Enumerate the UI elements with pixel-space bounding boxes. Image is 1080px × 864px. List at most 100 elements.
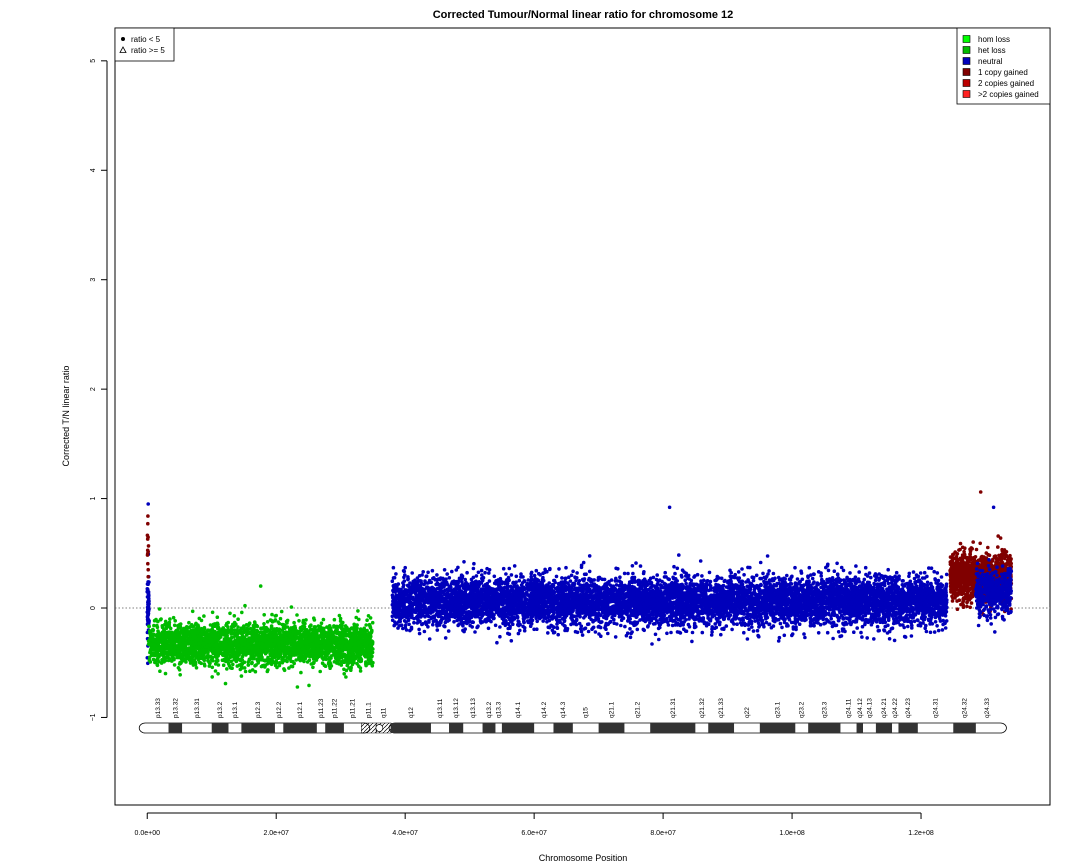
data-point	[145, 537, 150, 541]
data-point	[145, 614, 150, 619]
data-point	[307, 658, 312, 662]
data-point	[148, 648, 153, 653]
data-point	[292, 643, 296, 647]
data-point	[184, 650, 189, 654]
data-point	[216, 663, 221, 667]
data-point	[273, 614, 278, 618]
data-point	[346, 660, 351, 665]
data-point	[369, 634, 373, 639]
data-point	[223, 632, 227, 637]
data-point	[162, 648, 166, 653]
data-point	[329, 627, 333, 632]
data-point	[274, 652, 279, 656]
data-point	[322, 650, 326, 655]
data-point	[147, 607, 151, 611]
data-point	[766, 572, 770, 576]
data-point	[323, 646, 328, 650]
data-point	[248, 645, 253, 650]
data-point	[146, 610, 150, 615]
data-point	[887, 637, 892, 641]
data-point	[177, 662, 182, 666]
data-point	[184, 660, 188, 664]
data-point	[224, 650, 229, 654]
data-point	[325, 649, 330, 653]
data-point	[360, 647, 365, 651]
data-point	[307, 645, 311, 649]
data-point	[168, 617, 172, 621]
data-point	[164, 634, 169, 639]
data-point	[363, 629, 368, 633]
data-point	[288, 631, 292, 635]
data-point	[280, 643, 285, 648]
data-point	[166, 645, 171, 649]
plot-frame	[114, 27, 1051, 806]
data-point	[435, 628, 440, 632]
data-point	[146, 561, 150, 566]
data-point	[357, 631, 362, 635]
data-point	[194, 639, 198, 643]
data-point	[270, 612, 274, 617]
data-point	[182, 644, 187, 649]
data-point	[323, 664, 328, 668]
data-point	[231, 622, 235, 627]
data-point	[174, 638, 179, 643]
data-point	[282, 668, 287, 673]
data-point	[265, 669, 270, 674]
data-point	[719, 632, 723, 637]
data-point	[253, 669, 258, 674]
data-point	[216, 637, 220, 642]
data-point	[167, 649, 171, 654]
data-point	[320, 655, 325, 660]
data-point	[206, 654, 210, 658]
data-point	[156, 660, 161, 664]
data-point	[146, 567, 150, 572]
data-point	[279, 609, 284, 614]
data-point	[170, 632, 174, 636]
data-point	[314, 639, 318, 643]
data-point	[311, 665, 315, 670]
data-point	[178, 673, 182, 677]
data-point	[299, 670, 303, 675]
data-point	[188, 647, 193, 652]
data-point	[247, 630, 251, 635]
data-point	[342, 667, 346, 672]
data-point	[266, 645, 271, 649]
data-point	[269, 657, 274, 662]
data-point	[149, 642, 154, 647]
data-point	[270, 639, 275, 643]
data-point	[146, 549, 150, 554]
data-point	[173, 619, 177, 623]
data-point	[236, 625, 240, 629]
data-point	[187, 620, 191, 625]
data-point	[210, 610, 215, 615]
data-point	[673, 571, 677, 576]
data-point	[355, 652, 360, 656]
data-point	[258, 584, 263, 588]
data-point	[296, 645, 300, 649]
chart-title: Corrected Tumour/Normal linear ratio for…	[433, 9, 734, 21]
data-point	[190, 631, 195, 635]
data-point	[346, 651, 351, 655]
data-point	[177, 633, 182, 637]
data-point	[275, 665, 279, 670]
data-point	[368, 624, 372, 628]
data-point	[209, 657, 214, 662]
data-point	[265, 641, 270, 646]
data-point	[192, 652, 197, 656]
data-point	[229, 659, 233, 664]
data-point	[250, 660, 254, 665]
data-point	[284, 633, 289, 637]
data-point	[285, 618, 290, 623]
data-point	[365, 637, 369, 641]
data-point	[269, 652, 273, 656]
data-point	[250, 668, 255, 672]
data-point	[168, 657, 172, 661]
data-point	[222, 657, 227, 662]
data-point	[334, 638, 339, 642]
data-point	[339, 655, 344, 659]
data-point	[185, 630, 189, 635]
data-point	[199, 626, 204, 631]
data-point	[369, 630, 374, 635]
data-point	[248, 669, 252, 673]
data-point	[336, 652, 340, 657]
